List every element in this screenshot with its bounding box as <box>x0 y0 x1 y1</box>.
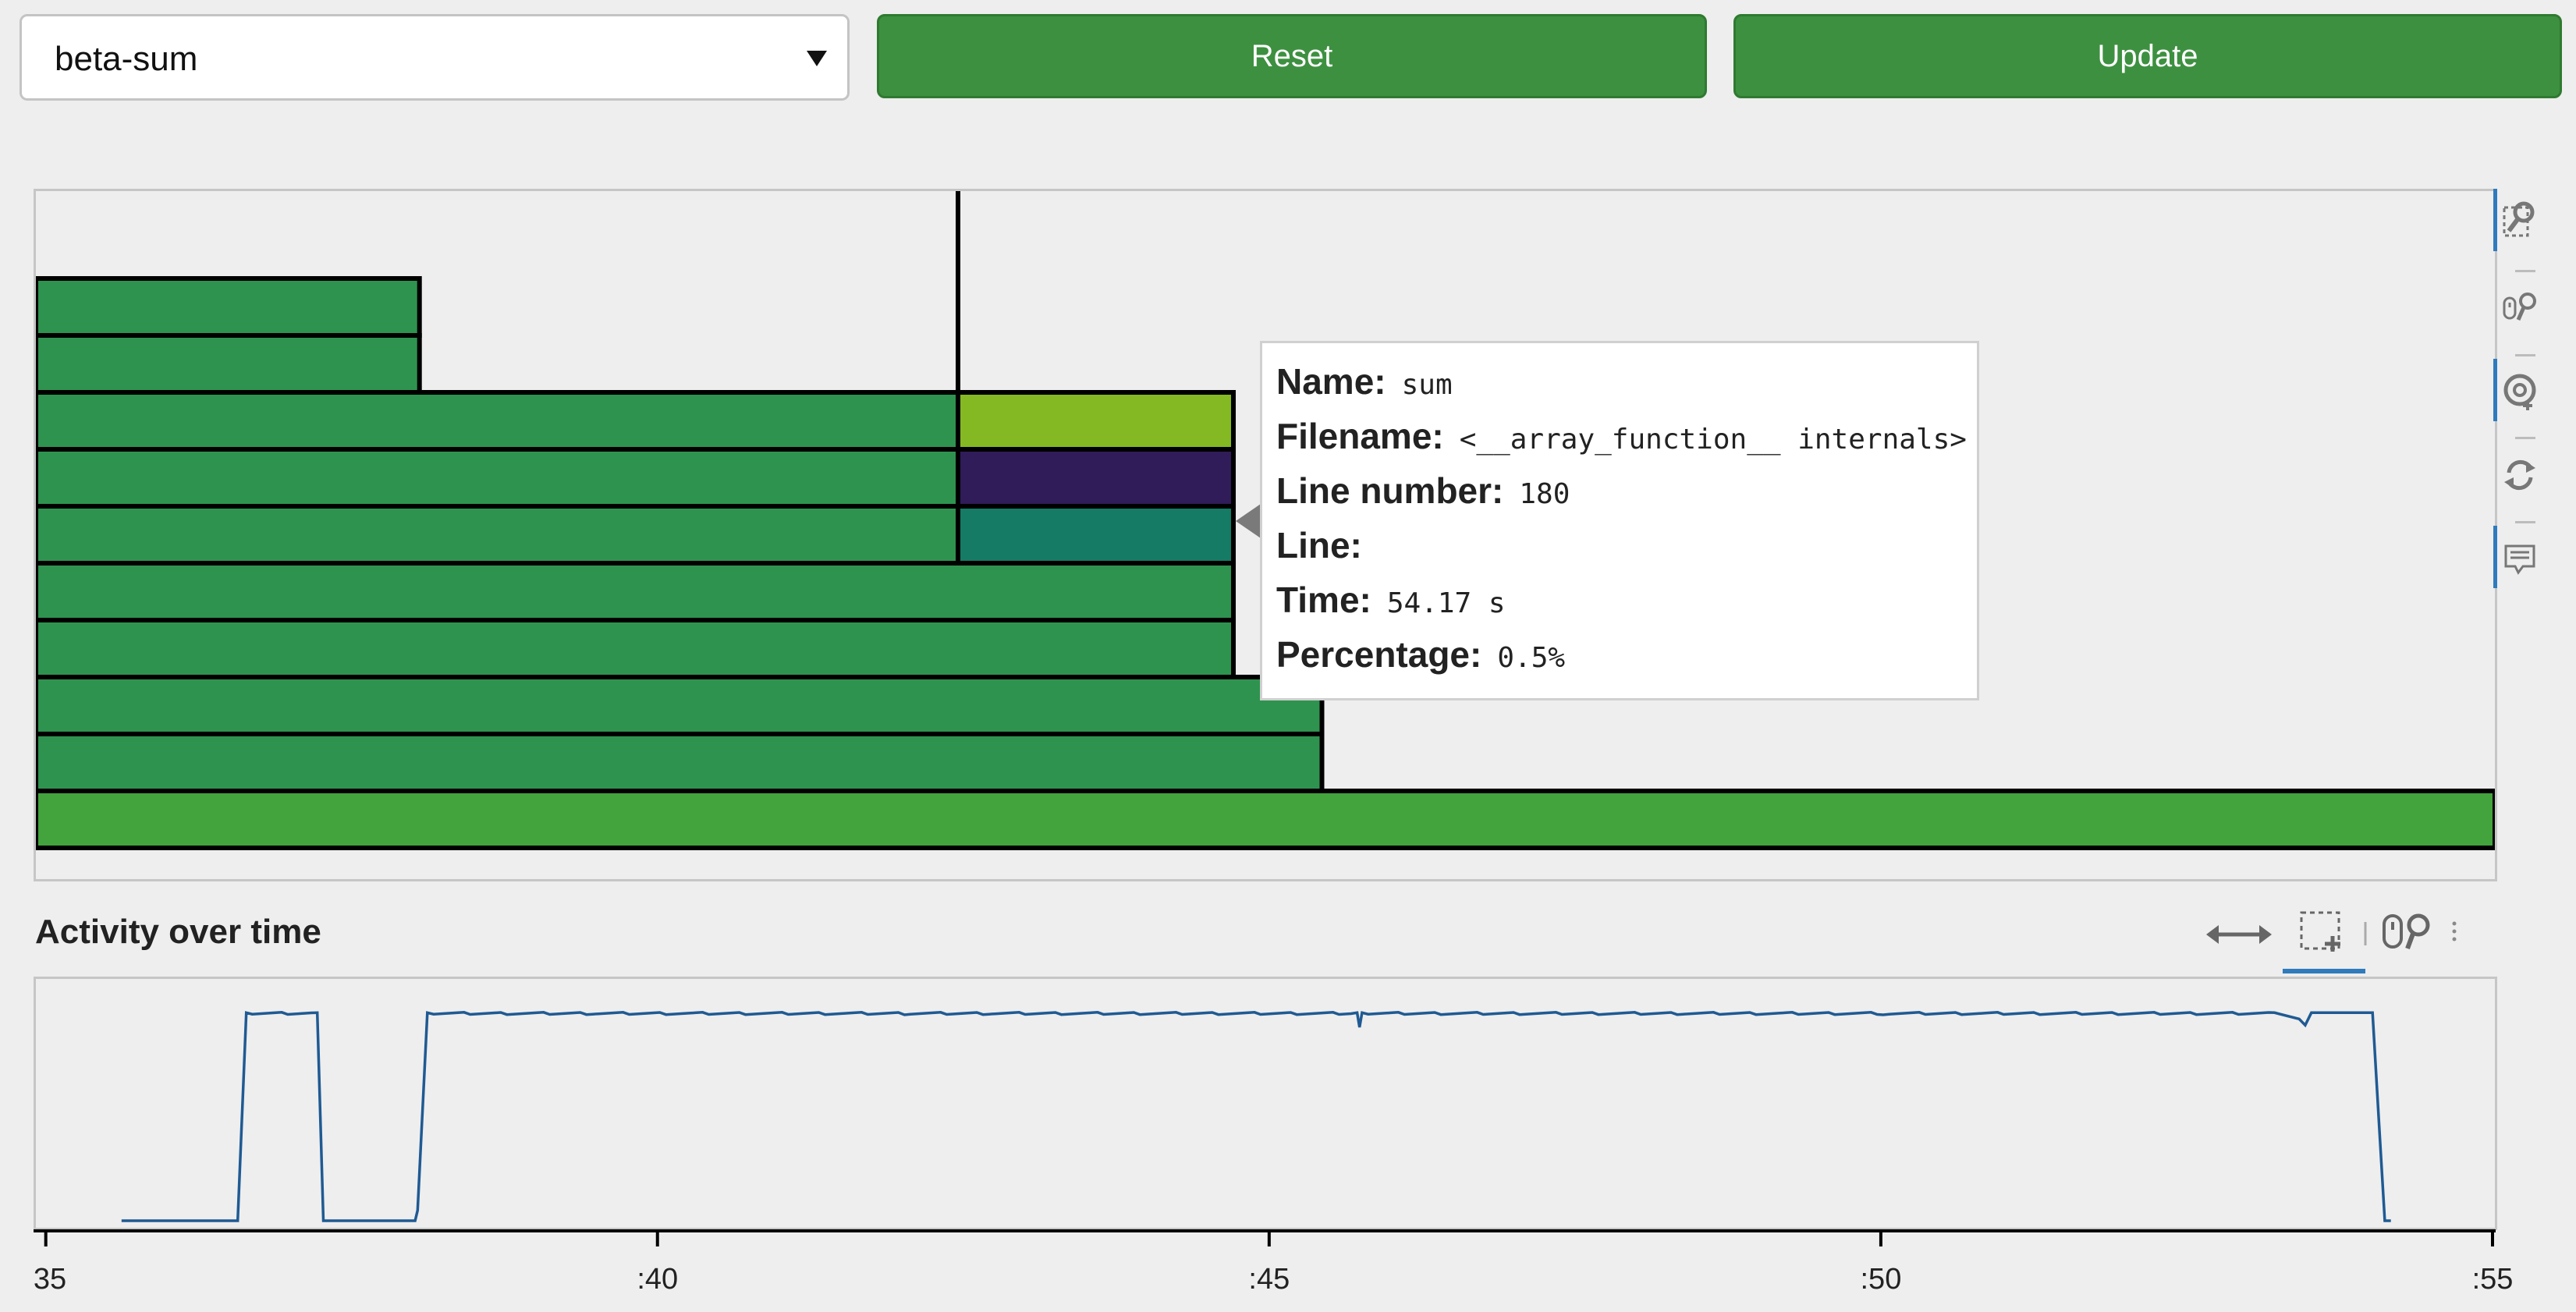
box-zoom-tool[interactable] <box>2493 189 2540 251</box>
flame-graph-canvas[interactable] <box>36 191 2495 879</box>
axis-tick-label: :45 <box>1248 1263 1290 1296</box>
axis-tick-label: :50 <box>1861 1263 1902 1296</box>
flame-graph[interactable] <box>34 189 2497 881</box>
wheel-zoom-icon <box>2503 293 2536 321</box>
tooltip-value: sum <box>1401 369 1453 401</box>
wheel-zoom-tool[interactable] <box>2383 913 2430 950</box>
reset-icon <box>2504 459 2535 491</box>
active-indicator <box>2493 189 2497 251</box>
box-select-tool[interactable] <box>2283 911 2365 973</box>
tooltip-label: Time: <box>1276 580 1371 620</box>
tooltip-value: 54.17 s <box>1386 587 1506 619</box>
flame-frame[interactable] <box>36 618 1237 679</box>
flame-frame[interactable] <box>36 789 2495 850</box>
tooltip-icon <box>2504 544 2535 575</box>
reset-button[interactable]: Reset <box>877 14 1707 98</box>
tooltip-pointer <box>1236 504 1261 538</box>
active-indicator <box>2493 359 2497 421</box>
activity-line <box>121 1011 2391 1222</box>
box-zoom-icon <box>2503 201 2535 237</box>
tooltip-row-percentage: Percentage: 0.5% <box>1276 633 1977 688</box>
activity-x-axis: :35 :40 :45 :50 :55 <box>34 1229 2514 1296</box>
tooltip-row-line-number: Line number: 180 <box>1276 470 1977 524</box>
hover-icon <box>2503 374 2536 410</box>
chevron-down-icon <box>807 51 827 66</box>
benchmark-select-value: beta-sum <box>55 40 198 78</box>
active-indicator <box>2493 526 2497 588</box>
more-tools-icon[interactable] <box>2452 921 2457 941</box>
tooltip-value: 0.5% <box>1497 642 1566 674</box>
toolbar-divider <box>2515 437 2535 439</box>
pan-icon <box>2206 925 2272 944</box>
tooltip-value: 180 <box>1519 478 1570 510</box>
tooltip-row-time: Time: 54.17 s <box>1276 579 1977 633</box>
flame-frame[interactable] <box>956 390 1237 452</box>
flame-graph-toolbar <box>2493 189 2540 610</box>
flame-frame[interactable] <box>36 333 422 395</box>
flame-frame[interactable] <box>36 390 960 452</box>
benchmark-select[interactable]: beta-sum <box>20 14 850 101</box>
box-select-icon <box>2300 911 2340 952</box>
wheel-zoom-icon <box>2383 913 2430 950</box>
toolbar-divider <box>2515 354 2535 356</box>
flame-frame[interactable] <box>956 504 1237 566</box>
tooltip-value: <__array_function__ internals> <box>1459 424 1967 456</box>
activity-chart[interactable] <box>34 977 2497 1230</box>
active-indicator <box>2283 969 2365 973</box>
tooltip-row-filename: Filename: <__array_function__ internals> <box>1276 415 1977 470</box>
flame-frame[interactable] <box>36 504 960 566</box>
activity-toolbar <box>2200 905 2528 975</box>
flame-frame[interactable] <box>36 447 960 509</box>
tooltip-label: Filename: <box>1276 416 1444 456</box>
pan-tool[interactable] <box>2206 925 2272 944</box>
activity-plot[interactable] <box>36 979 2495 1228</box>
tooltip-tool[interactable] <box>2493 526 2540 588</box>
frame-tooltip: Name: sum Filename: <__array_function__ … <box>1260 341 1979 700</box>
toolbar-divider <box>2515 270 2535 272</box>
flame-frame[interactable] <box>36 276 422 338</box>
flame-frame[interactable] <box>36 732 1325 793</box>
axis-tick-label: :55 <box>2472 1263 2514 1296</box>
wheel-zoom-tool[interactable] <box>2493 276 2540 339</box>
flame-frame[interactable] <box>956 447 1237 509</box>
update-button[interactable]: Update <box>1733 14 2562 98</box>
toolbar-divider <box>2515 521 2535 523</box>
axis-tick-label: :35 <box>34 1263 66 1296</box>
flame-frame[interactable] <box>36 561 1237 622</box>
tooltip-row-line: Line: <box>1276 524 1977 579</box>
tooltip-label: Line: <box>1276 525 1362 566</box>
tooltip-label: Line number: <box>1276 470 1504 511</box>
tooltip-row-name: Name: sum <box>1276 360 1977 415</box>
hover-tool[interactable] <box>2493 359 2540 421</box>
flame-frame[interactable] <box>36 675 1325 736</box>
tooltip-label: Name: <box>1276 361 1386 402</box>
tooltip-label: Percentage: <box>1276 634 1482 675</box>
axis-tick-label: :40 <box>637 1263 678 1296</box>
reset-tool[interactable] <box>2493 443 2540 505</box>
activity-title: Activity over time <box>35 913 321 951</box>
